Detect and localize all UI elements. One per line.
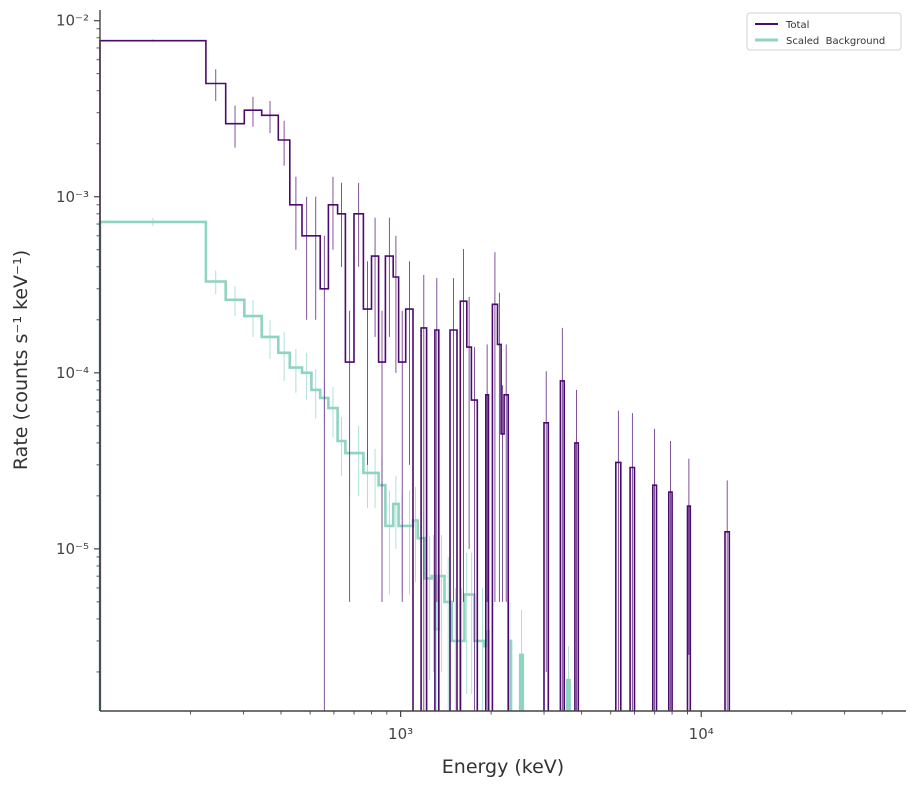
y-tick-label: 10⁻³ xyxy=(56,188,89,206)
y-tick-label: 10⁻⁴ xyxy=(56,364,89,382)
y-tick-label: 10⁻² xyxy=(56,12,89,30)
x-axis-title: Energy (keV) xyxy=(442,756,564,778)
legend-box xyxy=(746,12,902,51)
y-axis-title: Rate (counts s⁻¹ keV⁻¹) xyxy=(10,250,32,470)
legend-label-total: Total xyxy=(785,20,809,31)
legend: Total Scaled Background xyxy=(746,12,902,51)
step-line xyxy=(98,220,571,711)
y-tick-label: 10⁻⁵ xyxy=(56,540,89,558)
ticks: 10³ 10⁴ 10⁻² 10⁻³ 10⁻⁴ 10⁻⁵ xyxy=(56,12,883,743)
axes xyxy=(99,10,906,712)
x-tick-label: 10⁴ xyxy=(689,725,714,743)
series-total xyxy=(99,39,731,711)
legend-label-background: Scaled Background xyxy=(786,36,885,47)
plot-data xyxy=(98,39,731,711)
step-line xyxy=(99,39,731,711)
x-tick-label: 10³ xyxy=(388,725,413,743)
